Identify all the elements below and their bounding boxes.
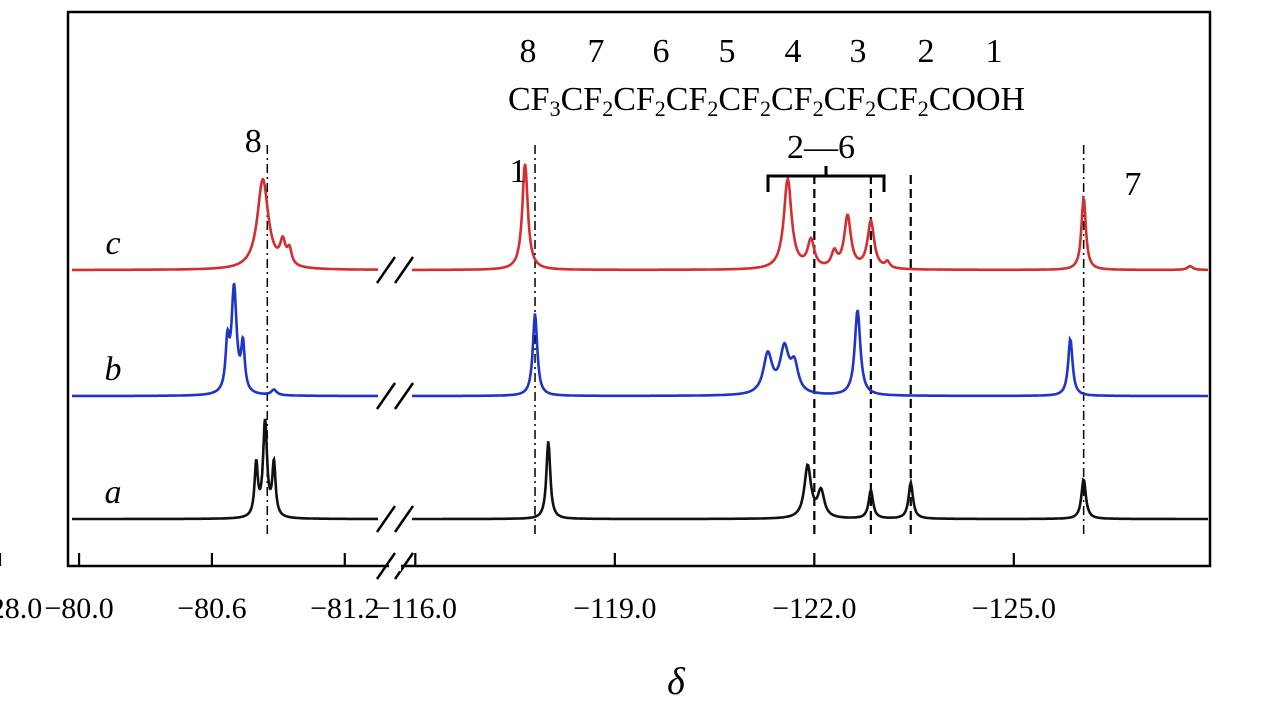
molecular-formula: CF3​CF2​CF2​CF2​CF2​CF2​CF2​CF2​COOH 8 7 6 5… (508, 33, 1025, 121)
peak-label: 7 (1124, 166, 1141, 203)
spectrum-trace-b (72, 282, 378, 398)
break-mark (375, 552, 397, 580)
spectrum-trace-a (412, 441, 1208, 521)
x-tick-label: −116.0 (374, 592, 457, 625)
x-axis-label: δ (667, 661, 686, 703)
trace-label-c: c (105, 225, 120, 262)
trace-label-b: b (105, 351, 122, 388)
x-tick-label: −80.6 (177, 592, 246, 625)
formula-position-number: 7 (588, 33, 605, 70)
formula-position-number: 1 (986, 33, 1003, 70)
formula-subscript: 2 (813, 96, 824, 121)
x-tick-label: −80.0 (44, 592, 113, 625)
peak-label: 8 (245, 123, 262, 160)
break-mark (375, 505, 397, 533)
x-tick-label: −122.0 (772, 592, 856, 625)
formula-group: CF (876, 81, 918, 118)
plot-frame (66, 10, 1212, 568)
formula-position-number: 8 (520, 33, 537, 70)
break-mark (375, 256, 397, 284)
formula-group: CF (508, 81, 550, 118)
formula-subscript: 2 (918, 96, 929, 121)
peak-group-brace (766, 166, 886, 192)
x-tick-label: −125.0 (972, 592, 1056, 625)
trace-label-a: a (105, 474, 122, 511)
peak-annotations: 8 1 2—6 7 (245, 123, 1142, 203)
formula-subscript: 2 (760, 96, 771, 121)
x-tick-label: −119.0 (573, 592, 656, 625)
peak-label: 1 (510, 153, 527, 190)
formula-group: CF (771, 81, 813, 118)
spectrum-trace-c (412, 163, 1208, 272)
formula-group: CF (666, 81, 708, 118)
formula-position-number: 5 (719, 33, 736, 70)
x-tick-label: −128.0 (0, 592, 42, 625)
formula-group: CF (561, 81, 603, 118)
peak-label: 2—6 (787, 129, 855, 166)
formula-subscript: 3 (550, 96, 561, 121)
spectrum-trace-c (72, 178, 378, 272)
formula-position-number: 2 (918, 33, 935, 70)
formula-subscript: 2 (602, 96, 613, 121)
x-axis-ticks: −80.0 −80.6 −81.2−116.0 −119.0 −122.0 −125.0 −… (0, 553, 1056, 625)
formula-group: COOH (929, 81, 1025, 118)
break-gap (389, 563, 401, 571)
break-mark (393, 505, 415, 533)
break-mark (375, 382, 397, 410)
spectrum-trace-b (412, 309, 1208, 398)
spectrum-traces: c b a (72, 163, 1208, 521)
break-mark (393, 256, 415, 284)
formula-group: CF (613, 81, 655, 118)
formula-text: CF3​CF2​CF2​CF2​CF2​CF2​CF2​CF2​COOH (508, 81, 1025, 121)
formula-subscript: 2 (707, 96, 718, 121)
formula-group: CF (718, 81, 760, 118)
break-mark (393, 382, 415, 410)
formula-position-number: 4 (785, 33, 802, 70)
formula-group: CF (824, 81, 866, 118)
formula-subscript: 2 (655, 96, 666, 121)
formula-position-number: 6 (653, 33, 670, 70)
x-tick-label: −81.2 (310, 592, 379, 625)
break-mark (393, 552, 415, 580)
axis-break-marks (375, 256, 415, 580)
spectrum-trace-a (72, 418, 378, 521)
formula-position-number: 3 (850, 33, 867, 70)
formula-subscript: 2 (865, 96, 876, 121)
reference-lines (266, 145, 1085, 537)
